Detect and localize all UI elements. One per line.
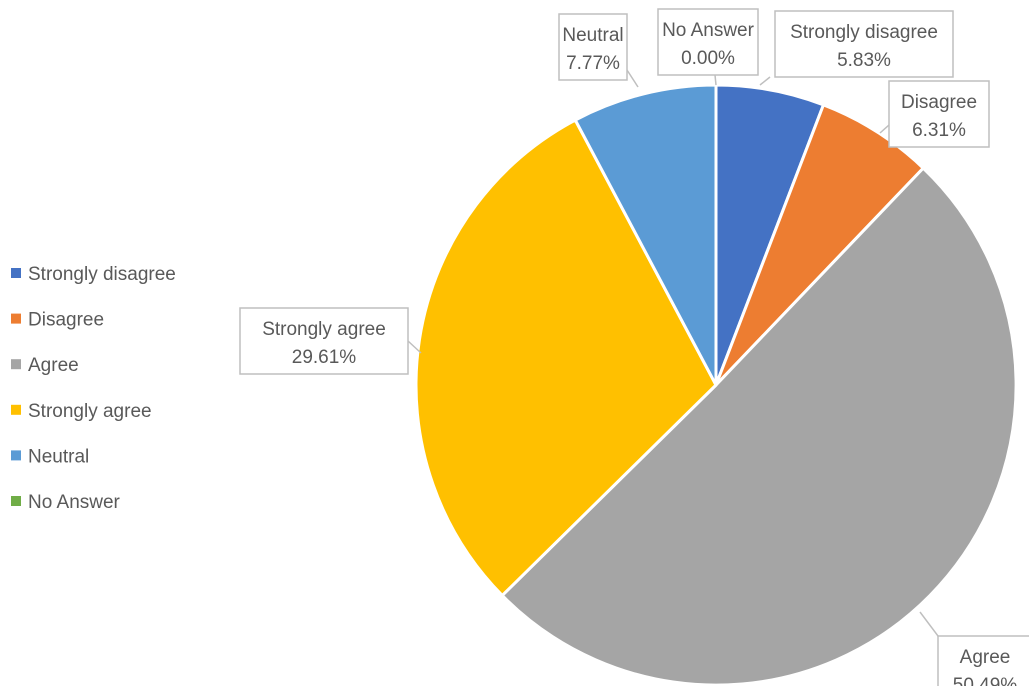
legend-label: Agree — [28, 355, 79, 376]
legend-item-neutral: Neutral — [11, 446, 89, 467]
callout-agree: Agree 50.49% — [937, 635, 1029, 686]
callout-box — [774, 10, 954, 78]
legend-item-disagree: Disagree — [11, 310, 104, 331]
leader-lines — [407, 69, 939, 637]
legend-swatch — [11, 496, 21, 506]
data-label-callouts: Strongly disagree 5.83% Disagree 6.31% Agree… — [239, 8, 1029, 686]
legend-swatch — [11, 359, 21, 370]
slice-strongly-agree — [414, 118, 718, 597]
legend-label: No Answer — [28, 492, 121, 513]
callout-value-label: 5.83% — [837, 50, 891, 71]
callout-box — [657, 8, 759, 76]
callout-box — [888, 80, 990, 148]
legend-item-strongly-disagree: Strongly disagree — [11, 264, 176, 285]
legend-swatch — [11, 268, 21, 278]
legend-item-no-answer: No Answer — [11, 492, 121, 513]
callout-box — [558, 13, 628, 81]
legend-item-strongly-agree: Strongly agree — [11, 401, 152, 422]
callout-value-label: 29.61% — [292, 347, 357, 368]
callout-strongly-agree: Strongly agree 29.61% — [239, 307, 409, 375]
legend-swatch — [11, 404, 21, 415]
legend-label: Strongly agree — [28, 401, 152, 422]
leader-line-agree — [919, 611, 939, 637]
callout-strongly-disagree: Strongly disagree 5.83% — [774, 10, 954, 78]
legend-swatch — [11, 313, 21, 324]
slice-neutral — [573, 83, 718, 387]
slice-agree — [500, 166, 1018, 686]
legend-label: Strongly disagree — [28, 264, 176, 285]
slice-disagree — [714, 103, 925, 387]
leader-line-neutral — [626, 69, 639, 88]
callout-category-label: Strongly agree — [262, 319, 386, 340]
legend-label: Disagree — [28, 310, 104, 331]
legend: Strongly disagree Disagree Agree Strongly a… — [11, 264, 176, 513]
callout-value-label: 50.49% — [953, 675, 1018, 686]
leader-line-strongly-agree — [407, 340, 422, 354]
leader-line-disagree — [879, 124, 890, 134]
legend-item-agree: Agree — [11, 355, 79, 376]
legend-label: Neutral — [28, 446, 89, 467]
callout-neutral: Neutral 7.77% — [558, 13, 628, 81]
callout-no-answer: No Answer 0.00% — [657, 8, 759, 76]
callout-category-label: Strongly disagree — [790, 22, 938, 43]
callout-box — [239, 307, 409, 375]
callout-category-label: Agree — [960, 647, 1011, 668]
callout-category-label: Neutral — [562, 25, 623, 46]
callout-box — [937, 635, 1029, 686]
callout-disagree: Disagree 6.31% — [888, 80, 990, 148]
callout-category-label: Disagree — [901, 92, 977, 113]
leader-line-no-answer — [714, 74, 717, 86]
callout-value-label: 0.00% — [681, 48, 735, 69]
callout-value-label: 7.77% — [566, 53, 620, 74]
legend-swatch — [11, 450, 21, 461]
pie-slices — [414, 83, 1018, 686]
callout-value-label: 6.31% — [912, 120, 966, 141]
leader-line-strongly-disagree — [759, 76, 771, 86]
callout-category-label: No Answer — [662, 20, 755, 41]
